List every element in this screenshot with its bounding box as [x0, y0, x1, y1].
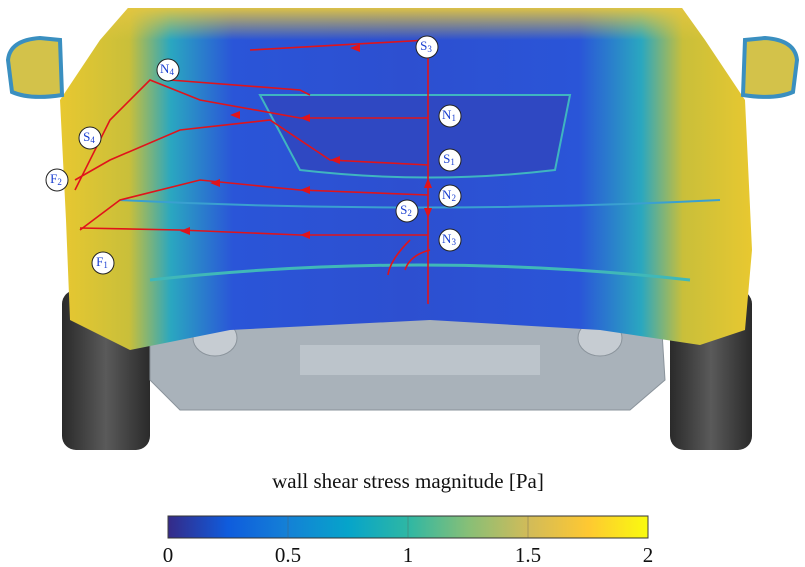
node-marker [78, 126, 102, 150]
underbody-panel [300, 345, 540, 375]
node-label: F2 [50, 171, 62, 187]
node-label: N3 [442, 231, 456, 247]
arrow [424, 178, 432, 188]
plate-recess [258, 94, 572, 179]
streamline [74, 79, 428, 191]
colorbar-tick-label: 0.5 [275, 543, 301, 567]
node-base: S [400, 202, 407, 217]
body [60, 8, 752, 350]
node-sub: 1 [451, 113, 456, 123]
arrow [300, 186, 310, 194]
arrow [300, 231, 310, 239]
colorbar-ticks: 0 0.5 1 1.5 2 [163, 516, 654, 567]
node-marker [438, 228, 462, 252]
streamline [79, 227, 428, 236]
node-marker [415, 35, 439, 59]
arrow [210, 179, 220, 187]
node-marker [45, 168, 69, 192]
node-sub: 1 [103, 260, 108, 270]
colorbar-label: wall shear stress magnitude [Pa] [272, 469, 544, 493]
colorbar-tick-label: 2 [643, 543, 654, 567]
node-base: F [50, 171, 57, 186]
node-base: S [83, 129, 90, 144]
node-base: N [442, 187, 452, 202]
arrow [230, 111, 240, 119]
node-base: S [443, 151, 450, 166]
colorbar-tick-label: 1.5 [515, 543, 541, 567]
node-marker [91, 251, 115, 275]
arrows [180, 44, 432, 239]
node-base: F [96, 254, 103, 269]
arrow [180, 227, 190, 235]
node-label: N4 [160, 61, 174, 77]
arrow [330, 156, 340, 164]
node-base: N [442, 231, 452, 246]
bumper-crease [149, 263, 691, 282]
node-label: F1 [96, 254, 108, 270]
right-mirror [740, 35, 800, 99]
node-sub: 2 [451, 193, 456, 203]
node-sub: 2 [57, 177, 62, 187]
streamline [74, 119, 429, 181]
arrow [424, 208, 432, 218]
node-marker [438, 184, 462, 208]
streamline [249, 39, 429, 304]
node-base: N [442, 107, 452, 122]
node-label: S2 [400, 202, 412, 218]
colorbar [167, 515, 649, 539]
arrow [350, 44, 360, 52]
streamline [387, 239, 431, 276]
node-sub: 3 [427, 44, 432, 54]
node-base: N [160, 61, 170, 76]
roof-edge [100, 8, 705, 40]
node-sub: 2 [407, 208, 412, 218]
left-mirror [5, 35, 65, 99]
colorbar-tick-label: 0 [163, 543, 174, 567]
node-marker [156, 58, 180, 82]
car [5, 8, 800, 450]
body-crease [119, 199, 721, 209]
node-label: S3 [420, 38, 432, 54]
streamlines [74, 39, 431, 304]
streamline [79, 179, 429, 231]
node-sub: 1 [450, 157, 455, 167]
node-label: S4 [83, 129, 95, 145]
arrow [300, 114, 310, 122]
node-sub: 4 [90, 135, 95, 145]
node-sub: 4 [169, 67, 174, 77]
node-marker [395, 199, 419, 223]
node-marker [438, 104, 462, 128]
node-label: S1 [443, 151, 455, 167]
streamline [169, 79, 311, 96]
node-base: S [420, 38, 427, 53]
colorbar-tick-label: 1 [403, 543, 414, 567]
node-label: N2 [442, 187, 456, 203]
node-marker [438, 148, 462, 172]
node-label: N1 [442, 107, 456, 123]
node-sub: 3 [451, 237, 456, 247]
